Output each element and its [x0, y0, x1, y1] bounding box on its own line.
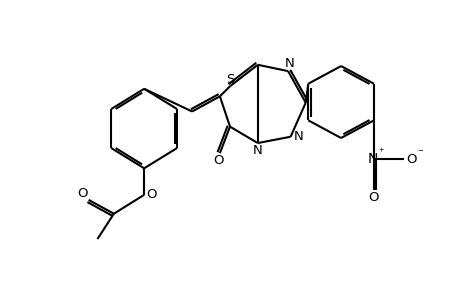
Text: O: O — [77, 187, 87, 200]
Text: O: O — [146, 188, 156, 201]
Text: N: N — [252, 144, 262, 157]
Text: $^-$: $^-$ — [415, 148, 424, 158]
Text: O: O — [406, 153, 416, 166]
Text: S: S — [225, 73, 234, 86]
Text: O: O — [368, 191, 378, 204]
Text: N: N — [293, 130, 303, 142]
Text: N: N — [284, 57, 294, 70]
Text: O: O — [213, 154, 224, 167]
Text: N: N — [367, 152, 378, 167]
Text: $^+$: $^+$ — [376, 147, 385, 157]
